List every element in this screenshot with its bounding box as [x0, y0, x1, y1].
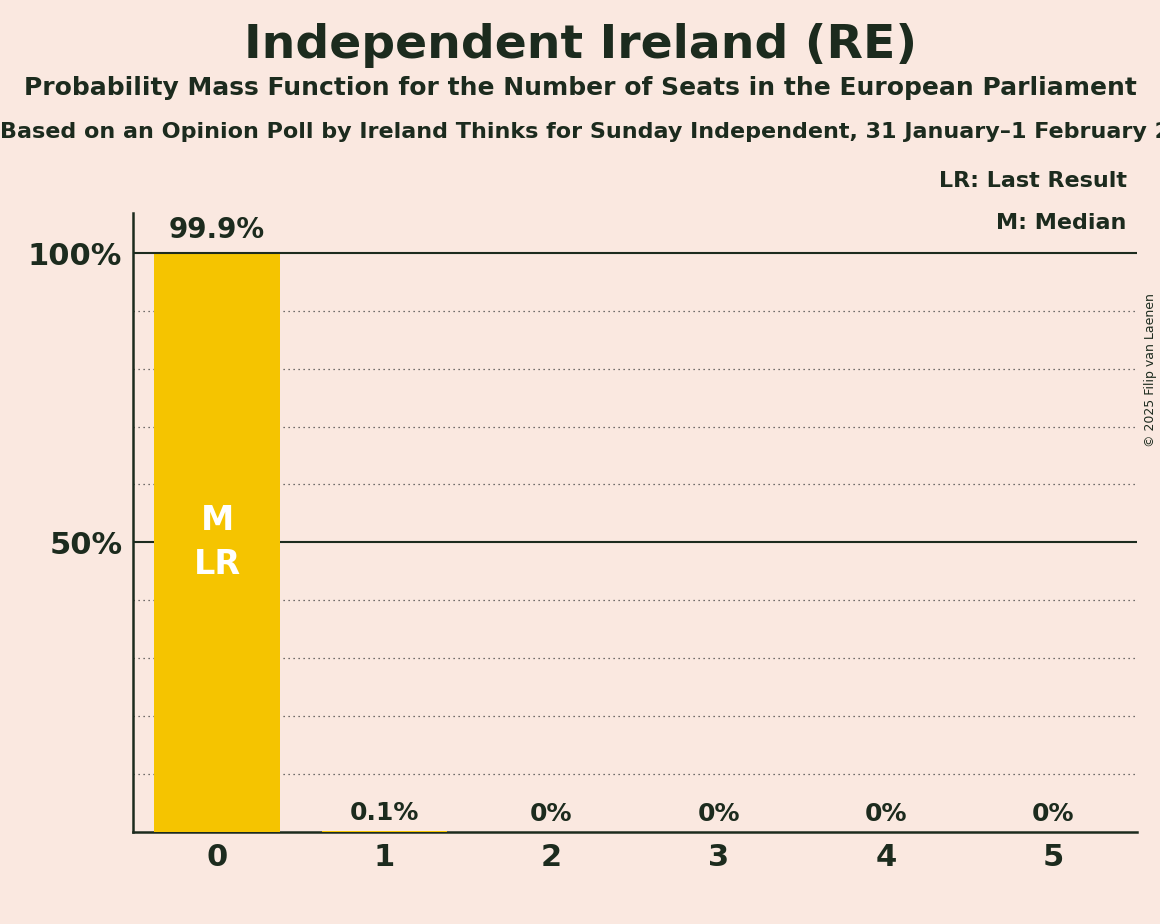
Text: M
LR: M LR: [194, 505, 240, 580]
Text: M: Median: M: Median: [996, 213, 1126, 233]
Bar: [154, 253, 280, 832]
Text: LR: Last Result: LR: Last Result: [938, 171, 1126, 191]
Text: Independent Ireland (RE): Independent Ireland (RE): [244, 23, 916, 68]
Text: 0%: 0%: [1032, 802, 1074, 826]
Text: 0%: 0%: [864, 802, 907, 826]
Text: 0.1%: 0.1%: [349, 801, 419, 825]
Text: Probability Mass Function for the Number of Seats in the European Parliament: Probability Mass Function for the Number…: [23, 76, 1137, 100]
Text: Based on an Opinion Poll by Ireland Thinks for Sunday Independent, 31 January–1 : Based on an Opinion Poll by Ireland Thin…: [0, 122, 1160, 142]
Text: 0%: 0%: [530, 802, 573, 826]
Text: 0%: 0%: [697, 802, 740, 826]
Text: © 2025 Filip van Laenen: © 2025 Filip van Laenen: [1144, 293, 1158, 446]
Text: 99.9%: 99.9%: [169, 216, 266, 244]
